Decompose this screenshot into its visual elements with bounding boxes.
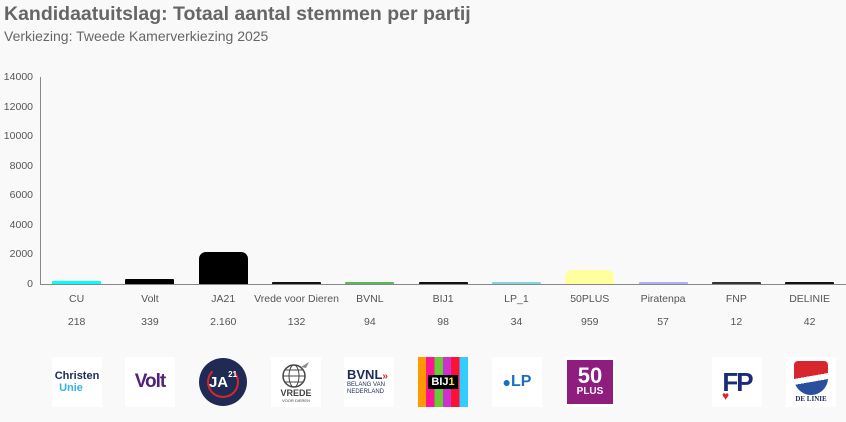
x-tick-label: Piratenpa — [640, 293, 686, 305]
value-label: 132 — [287, 316, 306, 328]
x-tick-label: DELINIE — [789, 293, 831, 305]
logo-text: BELANG VAN — [347, 382, 385, 388]
x-tick-label: BVNL — [356, 293, 384, 305]
x-tick-label: LP_1 — [504, 293, 529, 305]
logo-text: LP — [511, 373, 532, 390]
logo-text: DE LINIE — [795, 395, 827, 403]
y-tick-label: 8000 — [9, 159, 33, 172]
bar[interactable] — [345, 282, 395, 284]
chart-title: Kandidaatuitslag: Totaal aantal stemmen … — [4, 3, 471, 25]
logo-text: BIJ — [431, 376, 449, 388]
y-axis-line — [40, 77, 41, 285]
bar[interactable] — [565, 269, 615, 284]
volt-logo: Volt — [125, 357, 175, 407]
x-tick-label: CU — [69, 293, 85, 305]
logo-text: 50 — [577, 363, 603, 388]
y-tick-label: 14000 — [3, 71, 33, 83]
logo-box: 50 PLUS — [567, 360, 613, 404]
value-label: 57 — [657, 316, 669, 328]
value-label: 94 — [364, 316, 376, 328]
bar[interactable] — [125, 278, 175, 284]
globe-icon — [282, 362, 309, 388]
logo-text: Unie — [59, 382, 83, 394]
bar[interactable] — [198, 252, 248, 284]
bar[interactable] — [52, 280, 102, 284]
bvnl-logo: BVNL» BELANG VAN NEDERLAND — [344, 357, 394, 407]
christenunie-logo: Christen Unie — [52, 357, 102, 407]
vrede-voor-dieren-logo: VREDE VOOR DIEREN — [271, 357, 321, 407]
ja21-logo: JA 21 — [198, 357, 248, 407]
value-label: 959 — [580, 316, 599, 328]
50plus-logo: 50 PLUS — [565, 357, 615, 407]
de-linie-logo: DE LINIE — [786, 357, 836, 407]
heart-icon: ♥ — [722, 389, 730, 403]
y-tick-label: 10000 — [3, 130, 33, 143]
y-tick-label: 4000 — [9, 218, 33, 231]
bar[interactable] — [785, 282, 835, 284]
x-tick-label: Vrede voor Dieren — [254, 293, 339, 305]
x-tick-label: JA21 — [211, 293, 236, 305]
value-label: 2.160 — [210, 316, 237, 328]
x-tick-label: 50PLUS — [570, 293, 610, 305]
logo-text: VOOR DIEREN — [281, 398, 310, 403]
bar[interactable] — [711, 282, 761, 284]
y-tick-label: 2000 — [9, 248, 33, 261]
y-tick-label: 12000 — [3, 100, 33, 113]
value-label: 98 — [437, 316, 449, 328]
bij1-logo: BIJ1 — [418, 357, 468, 407]
logo-text: VREDE — [280, 388, 312, 398]
x-axis-line — [40, 284, 846, 285]
logo-text-wrap: BVNL» — [347, 368, 388, 382]
logo-text: 1 — [448, 376, 455, 388]
x-tick-label: Volt — [141, 293, 159, 305]
logo-text: NEDERLAND — [347, 389, 385, 395]
bar[interactable] — [491, 282, 541, 284]
logo-text: 21 — [228, 369, 238, 379]
value-label: 218 — [67, 316, 86, 328]
logo-text-wrap: BIJ1 — [428, 375, 458, 389]
torch-icon: ● — [502, 374, 511, 390]
value-label: 12 — [730, 316, 743, 328]
value-label: 42 — [803, 316, 816, 328]
logo-text: JA — [208, 373, 229, 391]
x-tick-label: FNP — [725, 293, 747, 305]
logo-text: Volt — [134, 371, 167, 392]
lp-logo: ● LP — [492, 357, 542, 407]
shield-icon — [794, 361, 828, 395]
fnp-logo: FP ♥ — [712, 357, 762, 407]
chart-subtitle: Verkiezing: Tweede Kamerverkiezing 2025 — [4, 28, 269, 44]
logo-text: Christen — [54, 370, 100, 382]
logo-text: PLUS — [576, 386, 604, 397]
bar[interactable] — [272, 282, 322, 284]
bar[interactable] — [638, 282, 688, 284]
x-tick-label: BIJ1 — [432, 293, 454, 305]
y-tick-label: 0 — [27, 278, 33, 290]
value-label: 339 — [141, 316, 159, 328]
logo-text: FP — [722, 366, 753, 397]
bar[interactable] — [418, 282, 468, 284]
logo-text: BVNL — [347, 367, 383, 382]
y-tick-label: 6000 — [9, 189, 33, 202]
chevron-icon: » — [382, 371, 388, 382]
value-label: 34 — [510, 316, 523, 328]
